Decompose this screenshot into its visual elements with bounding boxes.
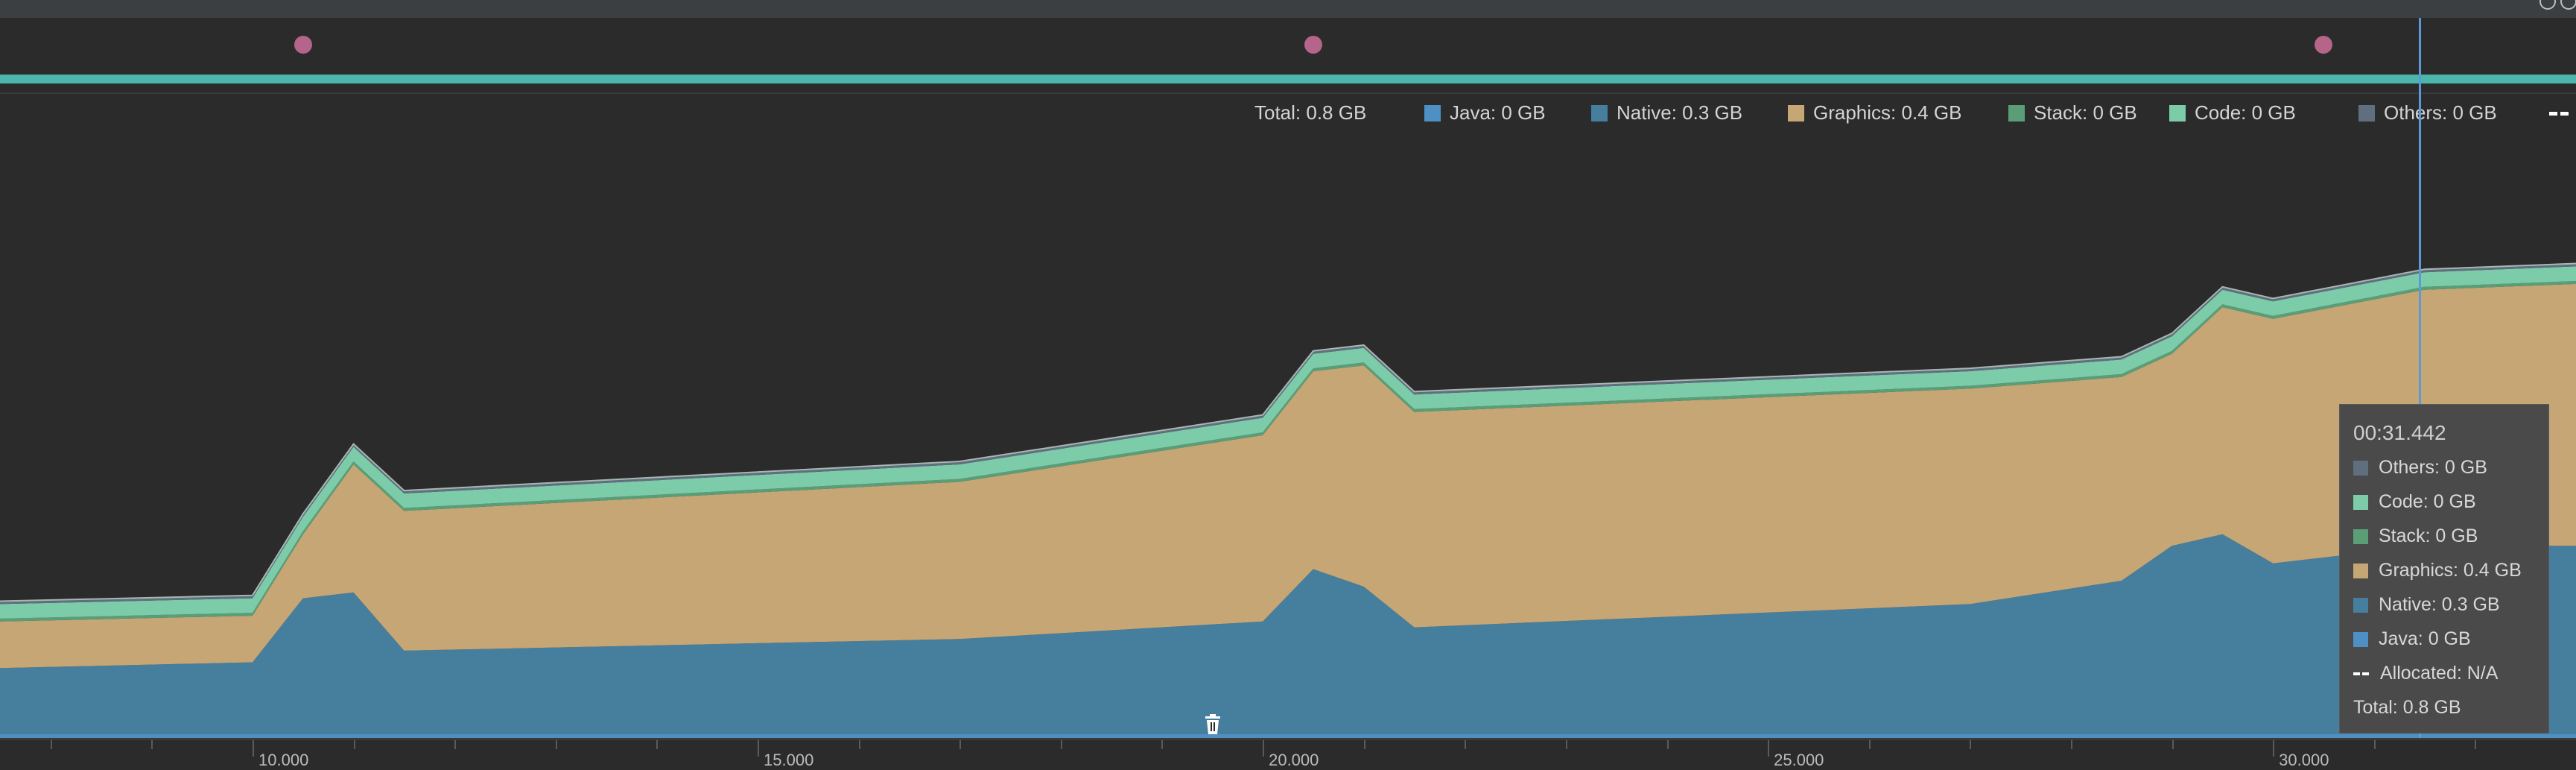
tooltip-row-allocated: Allocated: N/A <box>2353 663 2498 684</box>
axis-tick-label: 30.000 <box>2279 751 2329 769</box>
stack-swatch <box>2008 105 2025 122</box>
legend-stack: Stack: 0 GB <box>2008 101 2137 124</box>
legend-others-label: Others: 0 GB <box>2384 101 2497 124</box>
axis-tick <box>758 740 760 757</box>
tooltip-graphics-label: Graphics: 0.4 GB <box>2379 560 2522 581</box>
time-axis: 10.000 15.000 20.000 25.000 30.000 <box>0 738 2576 769</box>
graphics-swatch <box>1788 105 1804 122</box>
event-track <box>0 18 2576 75</box>
tooltip-row-java: Java: 0 GB <box>2353 628 2471 650</box>
axis-tick-label: 10.000 <box>258 751 309 769</box>
axis-tick <box>1465 740 1467 749</box>
legend-graphics: Graphics: 0.4 GB <box>1788 101 1961 124</box>
axis-tick <box>555 740 557 749</box>
others-swatch <box>2358 105 2375 122</box>
axis-tick-label: 20.000 <box>1269 751 1319 769</box>
axis-tick <box>50 740 52 749</box>
axis-tick-label: 25.000 <box>1774 751 1824 769</box>
axis-tick <box>1868 740 1871 749</box>
dashed-line-icon <box>2353 666 2370 681</box>
trash-icon[interactable] <box>1204 714 1222 735</box>
code-swatch <box>2169 105 2186 122</box>
axis-tick <box>353 740 355 749</box>
axis-tick <box>1060 740 1062 749</box>
tooltip-allocated-label: Allocated: N/A <box>2380 663 2499 684</box>
axis-tick <box>959 740 962 749</box>
axis-tick <box>2475 740 2477 749</box>
stack-swatch <box>2353 529 2368 544</box>
axis-tick <box>2273 740 2275 757</box>
axis-tick <box>2373 740 2376 749</box>
legend-code: Code: 0 GB <box>2169 101 2296 124</box>
axis-tick <box>1263 740 1265 757</box>
tooltip-total-label: Total: 0.8 GB <box>2353 697 2461 718</box>
tooltip-native-label: Native: 0.3 GB <box>2379 594 2500 615</box>
tooltip-row-stack: Stack: 0 GB <box>2353 526 2478 547</box>
top-toolbar <box>0 0 2576 18</box>
axis-tick <box>253 740 255 757</box>
time-cursor[interactable] <box>2418 18 2421 738</box>
axis-tick <box>2070 740 2072 749</box>
series-area-graphics <box>0 283 2576 669</box>
memory-legend: Total: 0.8 GB Java: 0 GB Native: 0.3 GB … <box>0 97 2576 127</box>
axis-tick <box>1565 740 1567 749</box>
gc-event-dot[interactable] <box>2314 36 2332 54</box>
tooltip-row-native: Native: 0.3 GB <box>2353 594 2500 616</box>
total-outline <box>0 262 2576 602</box>
legend-native-label: Native: 0.3 GB <box>1617 101 1743 124</box>
tooltip-others-label: Others: 0 GB <box>2379 457 2487 478</box>
memory-tooltip: 00:31.442 Others: 0 GB Code: 0 GB Stack:… <box>2339 404 2549 733</box>
axis-tick <box>1970 740 1972 749</box>
legend-others: Others: 0 GB <box>2358 101 2497 124</box>
tooltip-row-code: Code: 0 GB <box>2353 491 2476 513</box>
tooltip-stack-label: Stack: 0 GB <box>2379 526 2478 546</box>
axis-tick <box>1363 740 1365 749</box>
tooltip-row-others: Others: 0 GB <box>2353 457 2487 479</box>
gc-event-dot[interactable] <box>1304 36 1322 54</box>
others-swatch <box>2353 461 2368 476</box>
java-baseline <box>0 734 2576 738</box>
legend-total: Total: 0.8 GB <box>1254 101 1367 124</box>
legend-java: Java: 0 GB <box>1424 101 1546 124</box>
axis-tick <box>2171 740 2174 749</box>
legend-native: Native: 0.3 GB <box>1591 101 1742 124</box>
tooltip-time: 00:31.442 <box>2353 421 2446 444</box>
gc-event-dot[interactable] <box>294 36 312 54</box>
axis-tick <box>1768 740 1770 757</box>
tooltip-row-total: Total: 0.8 GB <box>2353 697 2461 719</box>
axis-tick <box>454 740 457 749</box>
tooltip-code-label: Code: 0 GB <box>2379 491 2476 512</box>
axis-tick <box>151 740 153 749</box>
code-swatch <box>2353 495 2368 510</box>
axis-tick <box>1666 740 1669 749</box>
native-swatch <box>1591 105 1608 122</box>
tooltip-row-graphics: Graphics: 0.4 GB <box>2353 560 2522 581</box>
session-bar[interactable] <box>0 75 2576 83</box>
allocated-legend-dash-icon <box>2549 112 2569 116</box>
legend-stack-label: Stack: 0 GB <box>2034 101 2137 124</box>
java-swatch <box>1424 105 1441 122</box>
series-area-code <box>0 266 2576 619</box>
legend-code-label: Code: 0 GB <box>2195 101 2296 124</box>
legend-graphics-label: Graphics: 0.4 GB <box>1813 101 1962 124</box>
separator <box>0 92 2576 94</box>
axis-tick <box>858 740 860 749</box>
zoom-controls-icon[interactable] <box>2531 0 2576 18</box>
legend-java-label: Java: 0 GB <box>1450 101 1546 124</box>
java-swatch <box>2353 632 2368 647</box>
graphics-swatch <box>2353 564 2368 578</box>
axis-tick-label: 15.000 <box>764 751 814 769</box>
tooltip-java-label: Java: 0 GB <box>2379 628 2471 649</box>
native-swatch <box>2353 598 2368 613</box>
axis-tick <box>1161 740 1164 749</box>
axis-tick <box>656 740 659 749</box>
series-area-native <box>0 534 2576 738</box>
